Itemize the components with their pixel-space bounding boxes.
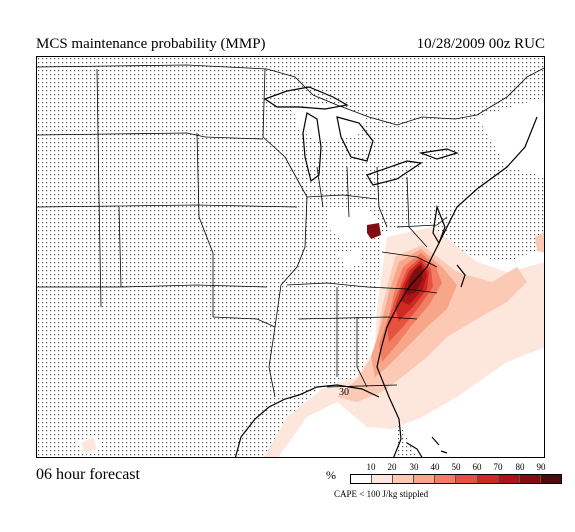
- mmp-shade-10-patch-atl: [535, 232, 544, 253]
- great-lake-ontario: [418, 148, 459, 160]
- legend-swatch: [372, 475, 394, 483]
- great-lake-huron: [336, 116, 374, 162]
- outer-banks: [456, 264, 466, 288]
- legend-swatch: [393, 475, 415, 483]
- great-lake-superior: [263, 86, 349, 110]
- mmp-shade-10-patch-sw: [81, 437, 97, 453]
- legend-swatch: [519, 475, 541, 483]
- florida-keys: [406, 436, 448, 457]
- legend-swatch: [435, 475, 457, 483]
- legend-colorbar: [350, 474, 562, 484]
- legend-level: 70: [493, 462, 503, 472]
- legend-swatch: [498, 475, 520, 483]
- gulf-coast: [234, 384, 380, 457]
- stipple-note: CAPE < 100 J/kg stippled: [334, 489, 429, 499]
- unstippled-region-ne-corner: [477, 97, 544, 177]
- map-canvas: 30: [37, 57, 544, 457]
- map-title: MCS maintenance probability (MMP): [36, 36, 266, 52]
- unstippled-region-mo: [337, 249, 363, 269]
- mmp-shade-90-patch-wv: [367, 223, 381, 239]
- legend-level: 40: [430, 462, 440, 472]
- legend-swatch: [456, 475, 478, 483]
- map-panel: 30: [36, 56, 545, 458]
- great-lake-michigan: [302, 112, 322, 183]
- legend-level: 60: [472, 462, 482, 472]
- legend-unit: %: [326, 468, 336, 482]
- legend-level: 10: [366, 462, 376, 472]
- legend-level: 90: [536, 462, 546, 472]
- great-lake-erie: [366, 160, 423, 186]
- legend-level: 30: [409, 462, 419, 472]
- date-model-stamp: 10/28/2009 00z RUC: [416, 36, 545, 52]
- contour-label: 30: [339, 387, 349, 398]
- legend-swatch: [351, 475, 373, 483]
- legend-labels: 10 20 30 40 50 60 70 80 90: [350, 462, 562, 474]
- legend-level: 80: [515, 462, 525, 472]
- east-coast: [376, 116, 538, 457]
- forecast-label: 06 hour forecast: [36, 466, 140, 483]
- legend-swatch: [414, 475, 436, 483]
- unstippled-region-lakes: [292, 105, 367, 141]
- coastlines: [234, 86, 538, 457]
- legend-level: 20: [387, 462, 397, 472]
- state-borders: [37, 64, 544, 398]
- chesapeake-bay: [432, 204, 446, 245]
- legend-swatch: [540, 475, 561, 483]
- legend-level: 50: [451, 462, 461, 472]
- legend-swatch: [477, 475, 499, 483]
